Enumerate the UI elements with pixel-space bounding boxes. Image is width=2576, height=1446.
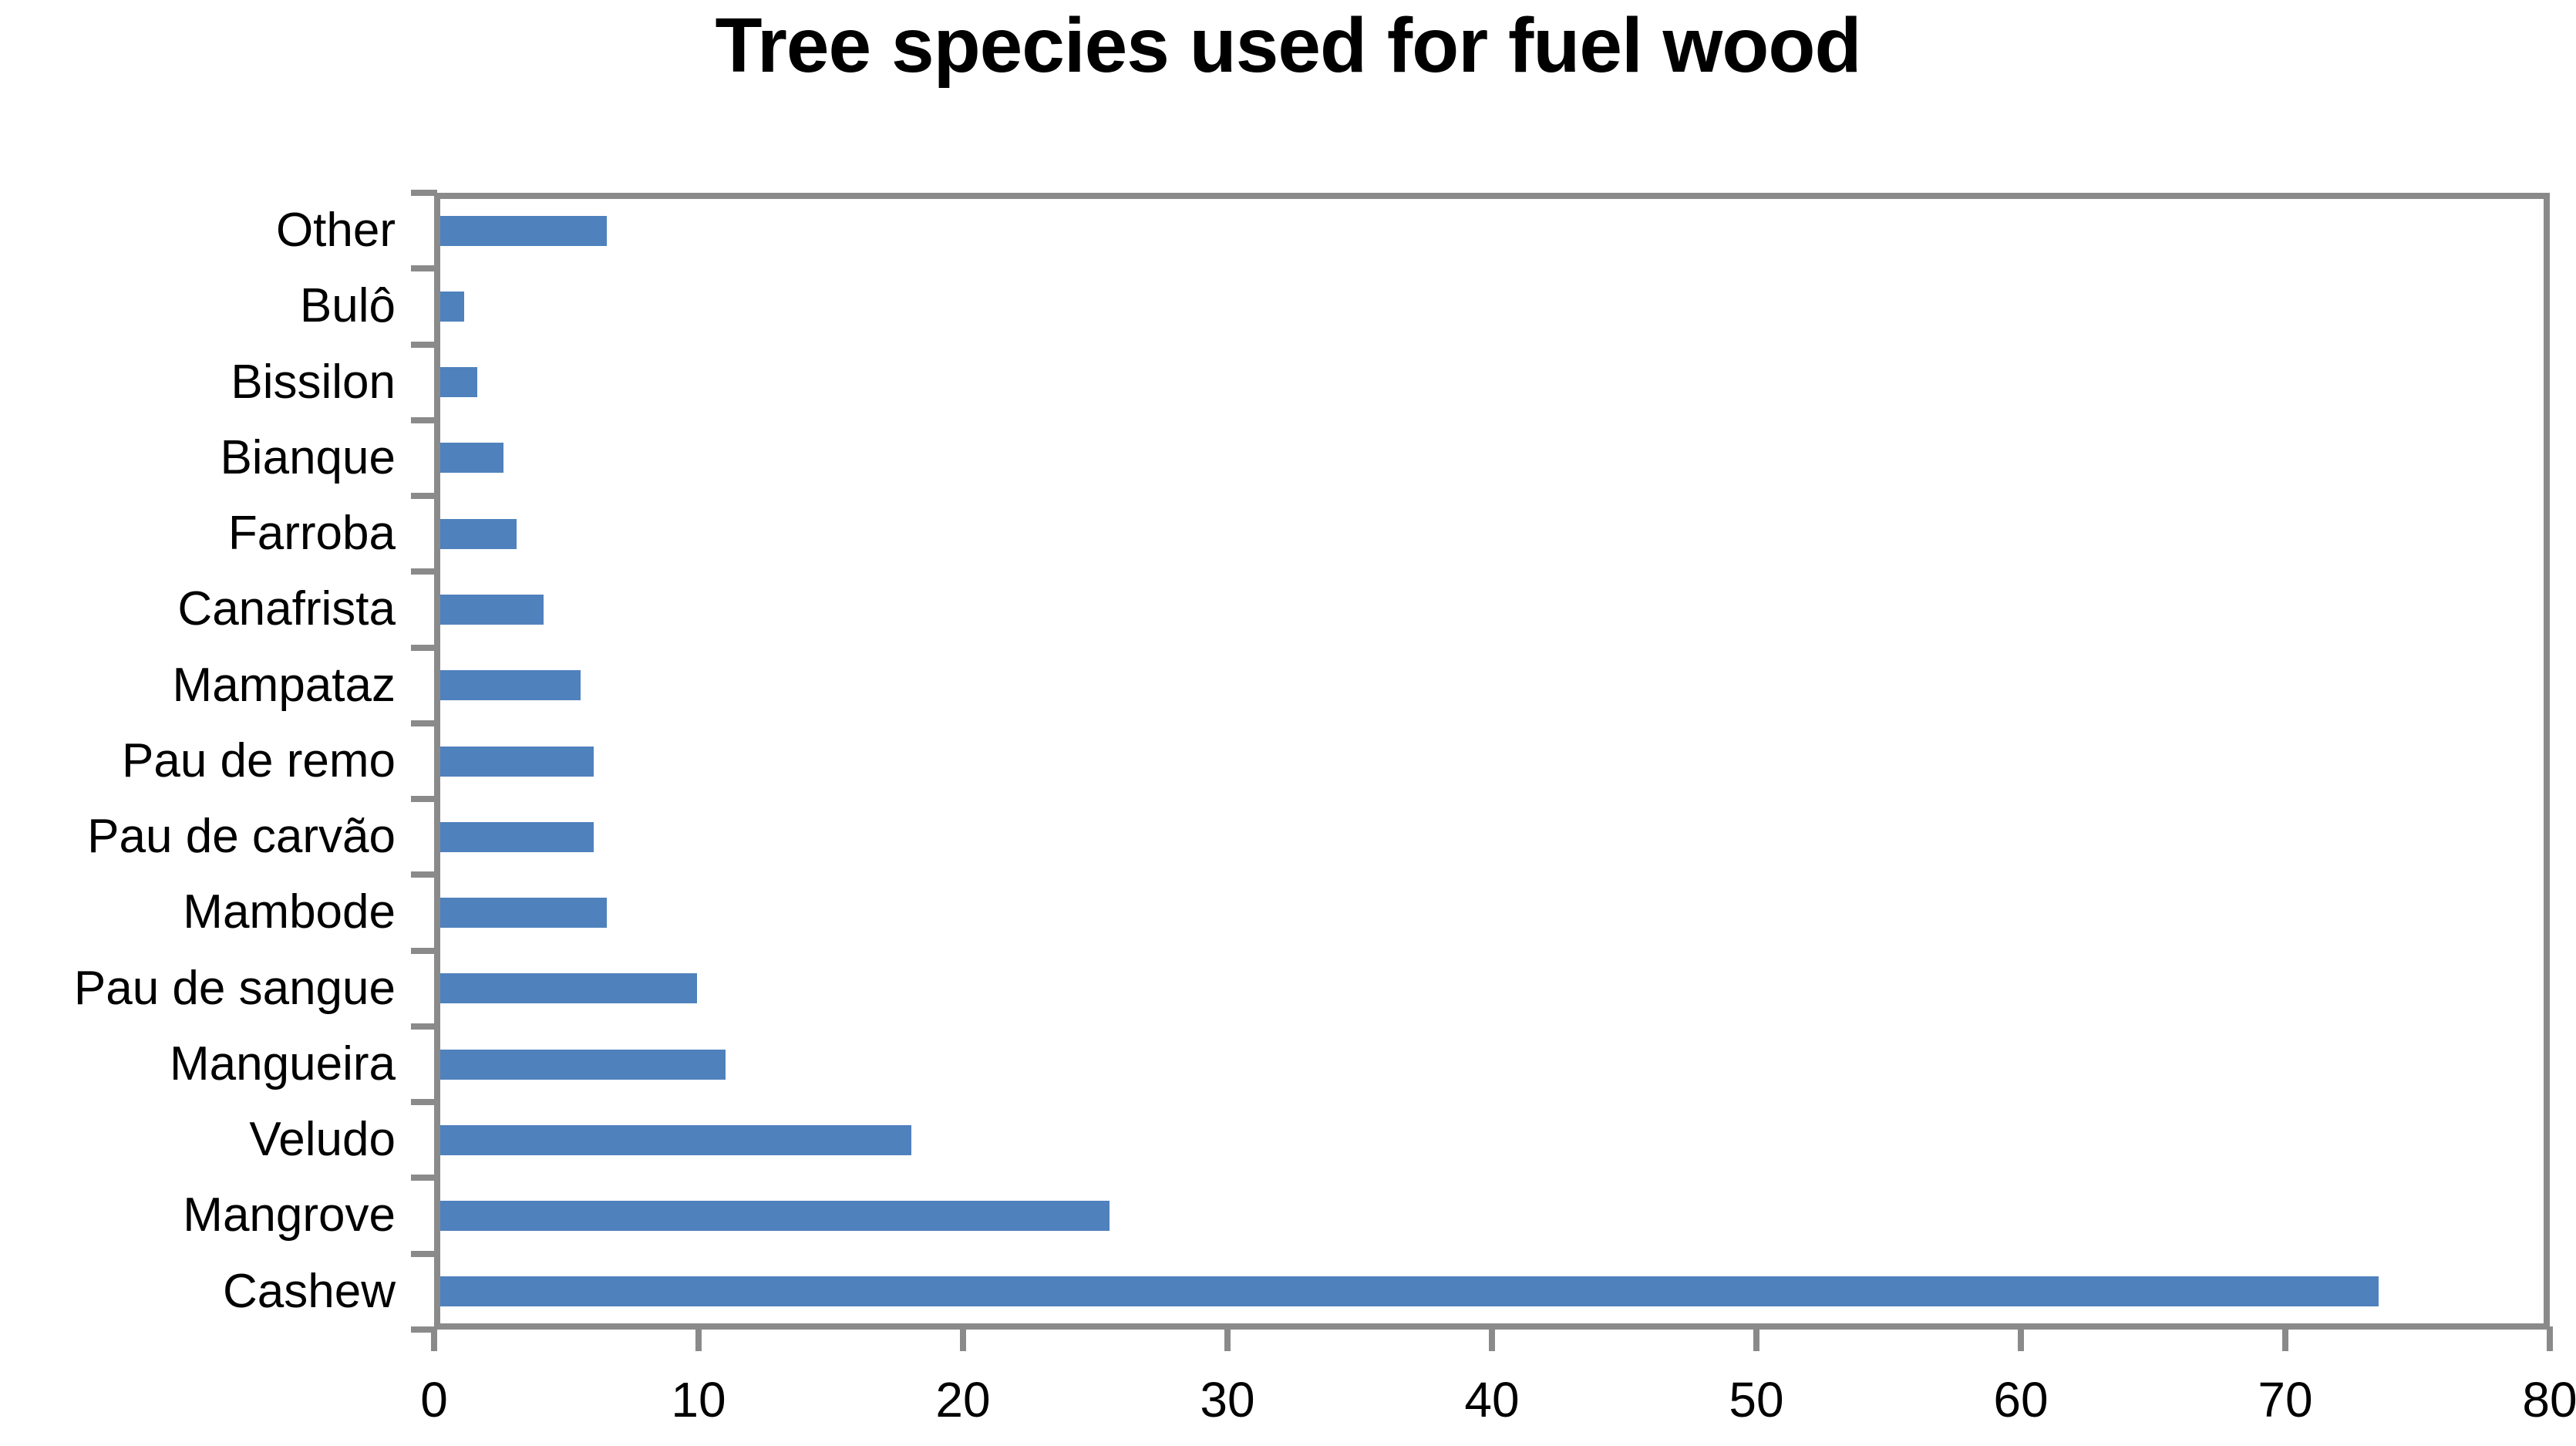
y-axis-tick [411, 1099, 437, 1106]
y-axis-tick [411, 1326, 437, 1333]
category-label: Veludo [249, 1113, 396, 1167]
y-axis-tick [411, 644, 437, 651]
bar-bissilon [440, 367, 478, 398]
x-axis-tick [1489, 1326, 1495, 1351]
bar-other [440, 215, 608, 246]
category-label: Cashew [223, 1264, 396, 1318]
category-label: Pau de carvão [87, 810, 396, 864]
x-axis-tick-label: 40 [1464, 1372, 1520, 1427]
x-axis-tick-label: 20 [935, 1372, 991, 1427]
x-axis-tick-label: 70 [2258, 1372, 2313, 1427]
x-axis-tick [431, 1326, 437, 1351]
bar-mangueira [440, 1049, 726, 1080]
y-axis-tick [411, 568, 437, 575]
bar-mangrove [440, 1201, 1110, 1232]
bar-bianque [440, 443, 504, 474]
y-axis-tick [411, 1175, 437, 1181]
category-label: Bulô [299, 279, 396, 333]
plot-area [434, 193, 2550, 1330]
category-label: Pau de sangue [73, 961, 396, 1015]
x-axis-tick-label: 0 [420, 1372, 448, 1427]
category-label: Pau de remo [122, 733, 396, 787]
y-axis-tick [411, 947, 437, 954]
bar-bul- [440, 291, 464, 322]
x-axis-tick [1753, 1326, 1759, 1351]
y-axis-tick [411, 493, 437, 500]
y-axis-tick [411, 190, 437, 196]
x-axis-tick [2547, 1326, 2553, 1351]
y-axis-tick [411, 1250, 437, 1257]
bar-pau-de-remo [440, 746, 594, 777]
category-label: Canafrista [177, 582, 396, 636]
y-axis-tick [411, 1023, 437, 1030]
y-axis-tick [411, 720, 437, 726]
y-axis-tick [411, 341, 437, 348]
bar-farroba [440, 518, 517, 549]
x-axis-tick [695, 1326, 702, 1351]
category-label: Mambode [183, 885, 396, 939]
y-axis-tick [411, 265, 437, 272]
category-label: Bianque [220, 430, 396, 484]
y-axis-tick [411, 871, 437, 878]
x-axis-tick [1224, 1326, 1231, 1351]
bar-pau-de-sangue [440, 973, 697, 1004]
x-axis-tick [960, 1326, 966, 1351]
x-axis-tick-label: 50 [1729, 1372, 1784, 1427]
x-axis-tick [2018, 1326, 2024, 1351]
x-axis-tick-label: 60 [1993, 1372, 2049, 1427]
y-axis-tick [411, 416, 437, 423]
bar-cashew [440, 1276, 2379, 1307]
y-axis-tick [411, 796, 437, 803]
x-axis-tick-label: 30 [1200, 1372, 1255, 1427]
category-label: Mangrove [183, 1188, 396, 1242]
category-label: Farroba [227, 507, 396, 561]
category-label: Bissilon [231, 355, 396, 409]
category-label: Mangueira [170, 1036, 396, 1090]
x-axis-tick-label: 80 [2522, 1372, 2576, 1427]
x-axis-tick [2282, 1326, 2288, 1351]
chart-title: Tree species used for fuel wood [715, 2, 1861, 89]
bar-mampataz [440, 670, 581, 701]
category-label: Mampataz [172, 658, 396, 712]
category-label: Other [275, 204, 396, 257]
bar-veludo [440, 1124, 911, 1155]
x-axis-tick-label: 10 [671, 1372, 726, 1427]
bar-canafrista [440, 594, 544, 625]
bar-mambode [440, 898, 608, 929]
bar-pau-de-carv-o [440, 821, 594, 852]
